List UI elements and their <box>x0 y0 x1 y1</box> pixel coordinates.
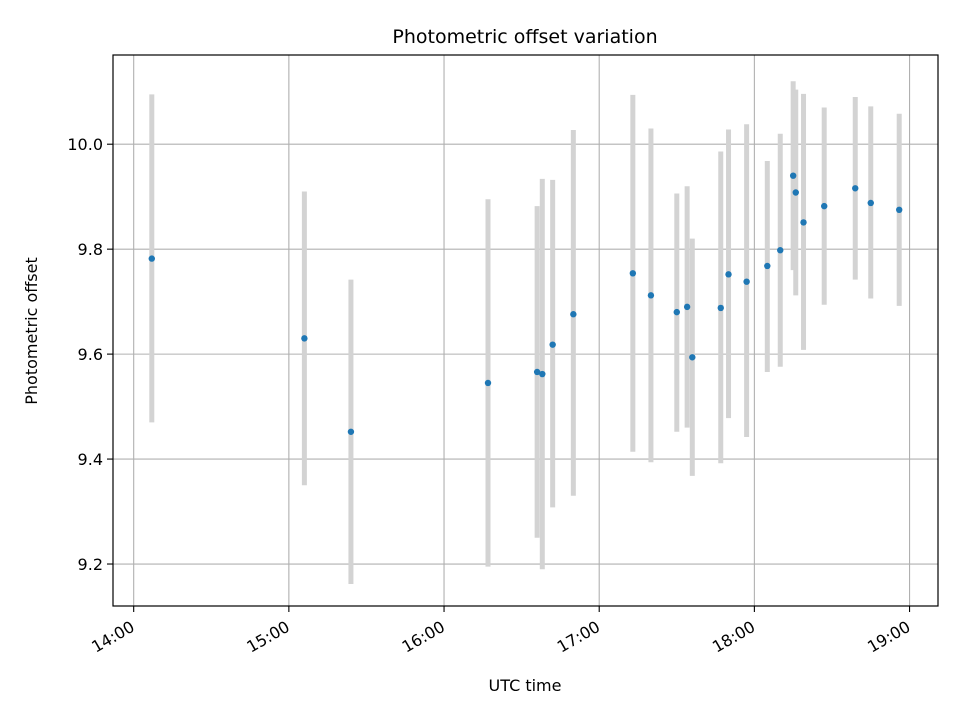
data-point <box>764 262 771 270</box>
data-point <box>629 270 637 277</box>
data-point <box>867 199 874 207</box>
data-point <box>777 247 784 254</box>
data-point <box>689 354 696 361</box>
data-point <box>549 341 556 348</box>
data-point <box>800 219 807 226</box>
data-point <box>347 428 355 435</box>
x-axis-label: UTC time <box>489 676 562 695</box>
data-point <box>743 278 750 285</box>
data-points <box>148 172 903 435</box>
data-point <box>301 335 308 342</box>
data-point <box>539 370 546 378</box>
y-axis-label: Photometric offset <box>22 257 41 405</box>
data-point <box>570 311 577 318</box>
y-tick-label: 9.4 <box>78 450 103 469</box>
y-axis: 9.2 9.4 9.6 9.8 10.0 <box>67 135 113 574</box>
data-point <box>792 189 799 196</box>
data-point <box>821 202 828 210</box>
data-point <box>789 172 797 179</box>
data-point <box>533 368 541 376</box>
grid <box>113 55 938 606</box>
data-point <box>852 185 859 192</box>
data-point <box>647 292 655 299</box>
data-point <box>683 303 691 311</box>
y-tick-label: 9.6 <box>78 345 103 364</box>
plot-frame <box>112 54 939 607</box>
y-tick-label: 9.8 <box>78 240 103 259</box>
data-point <box>148 255 155 262</box>
data-point <box>725 271 732 278</box>
y-tick-label: 10.0 <box>67 135 103 154</box>
data-point <box>484 379 492 387</box>
data-point <box>717 304 724 312</box>
data-point <box>673 308 680 316</box>
chart-title: Photometric offset variation <box>392 26 657 48</box>
y-tick-label: 9.2 <box>78 555 103 574</box>
data-point <box>896 206 903 214</box>
